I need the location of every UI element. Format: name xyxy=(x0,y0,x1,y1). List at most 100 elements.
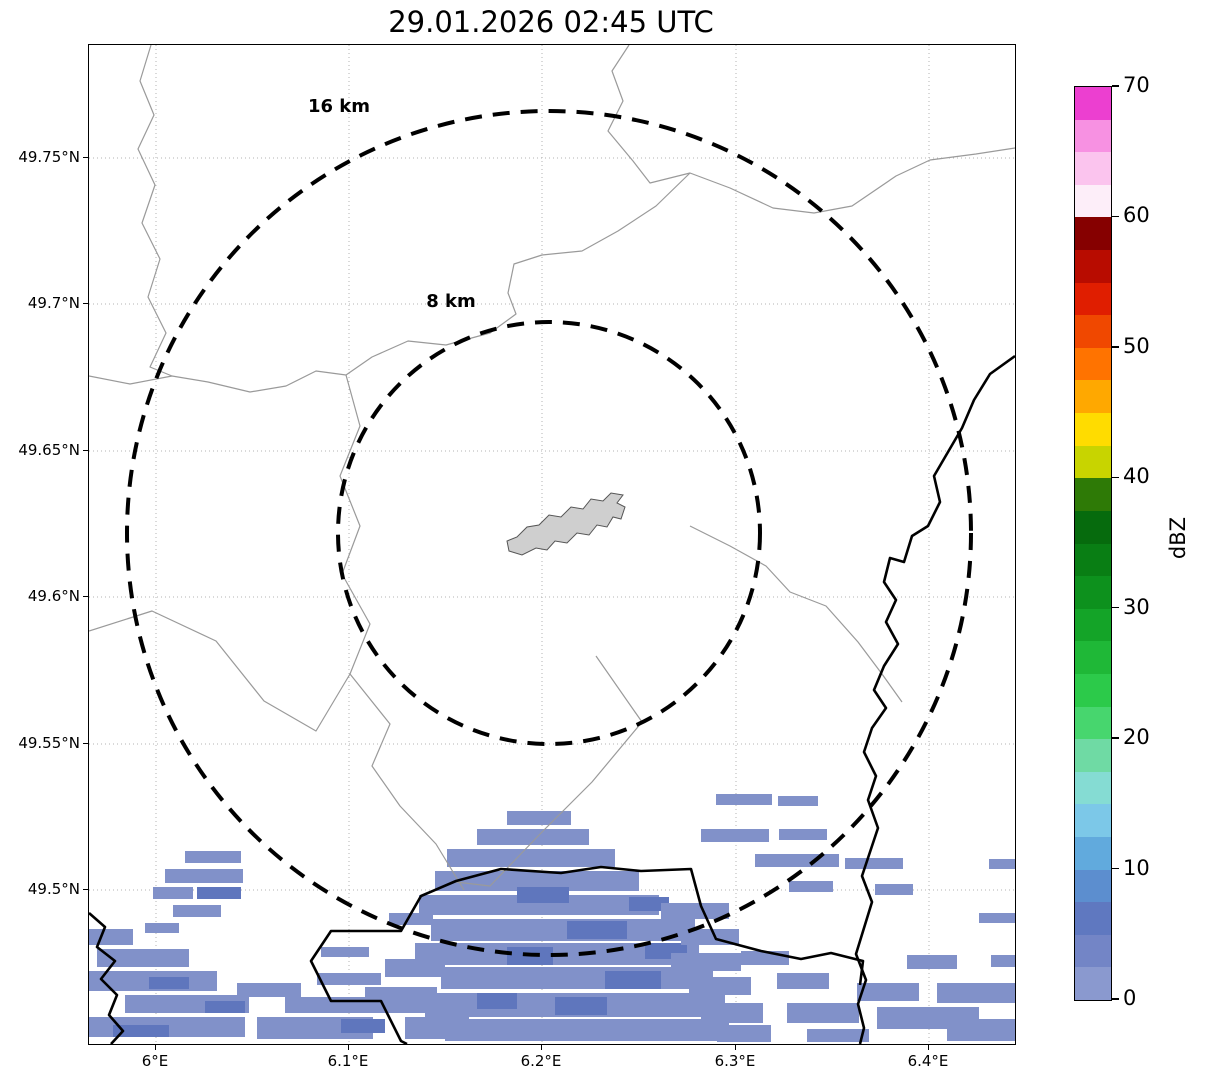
y-tick-mark xyxy=(83,889,88,890)
radar-echo-cell xyxy=(789,881,833,892)
radar-echo-cell xyxy=(197,887,241,899)
colorbar-segment xyxy=(1075,510,1111,544)
radar-echo-cell xyxy=(755,854,839,867)
colorbar-axis-label: dBZ xyxy=(1166,516,1190,560)
admin-boundary-line xyxy=(339,374,465,891)
radar-echo-cell xyxy=(341,1019,385,1033)
colorbar-tick-label: 50 xyxy=(1123,333,1150,358)
radar-echo-cell xyxy=(777,973,829,989)
radar-echo-cell xyxy=(937,983,1015,1003)
radar-echo-cell xyxy=(979,913,1015,923)
y-tick-mark xyxy=(83,157,88,158)
colorbar-segment xyxy=(1075,608,1111,642)
radar-echo-cell xyxy=(145,923,179,933)
y-tick-label: 49.55°N xyxy=(18,734,80,752)
admin-boundary-line xyxy=(137,45,173,377)
radar-echo-cell xyxy=(845,858,903,869)
colorbar-segment xyxy=(1075,902,1111,935)
radar-echo-cell xyxy=(113,1025,169,1037)
colorbar-segment xyxy=(1075,869,1111,903)
colorbar-tick-mark xyxy=(1111,215,1119,218)
radar-echo-cell xyxy=(807,1029,869,1042)
colorbar-segment xyxy=(1075,413,1111,446)
radar-echo-cell xyxy=(431,919,695,941)
y-tick-mark xyxy=(83,303,88,304)
y-tick-mark xyxy=(83,450,88,451)
radar-echo-cell xyxy=(787,1003,859,1023)
radar-echo-cell xyxy=(689,977,751,995)
radar-echo-cell xyxy=(947,1019,1015,1041)
radar-echo-cell xyxy=(555,997,607,1015)
y-tick-label: 49.75°N xyxy=(18,148,80,166)
radar-echo-cell xyxy=(605,971,661,989)
colorbar-tick-label: 60 xyxy=(1123,203,1150,228)
colorbar-tick-label: 40 xyxy=(1123,464,1150,489)
colorbar-tick-mark xyxy=(1111,476,1119,479)
country-border-line xyxy=(309,865,865,1044)
radar-echo-cell xyxy=(989,859,1015,869)
colorbar-segment xyxy=(1075,282,1111,316)
radar-echo-cell xyxy=(778,796,818,806)
radar-echo-cell xyxy=(991,955,1015,967)
radar-echo-cell xyxy=(185,851,241,863)
radar-echo-cell xyxy=(629,897,669,911)
radar-echo-cell xyxy=(173,905,221,917)
y-tick-label: 49.5°N xyxy=(27,880,80,898)
colorbar-segment xyxy=(1075,347,1111,381)
country-border-line xyxy=(854,354,1015,1044)
admin-boundary-line xyxy=(607,45,1015,214)
colorbar-segment xyxy=(1075,641,1111,674)
x-tick-label: 6.2°E xyxy=(520,1052,562,1070)
colorbar-tick-mark xyxy=(1111,346,1119,348)
colorbar-segment xyxy=(1075,152,1111,185)
y-tick-label: 49.7°N xyxy=(27,294,80,312)
radar-echo-cell xyxy=(97,949,189,967)
radar-echo-cell xyxy=(445,1019,729,1041)
colorbar-segment xyxy=(1075,445,1111,479)
x-tick-label: 6.1°E xyxy=(327,1052,369,1070)
radar-echo-cell xyxy=(517,887,569,903)
radar-echo-cell xyxy=(477,829,589,845)
range-ring-8km xyxy=(336,320,762,746)
radar-echo-cell xyxy=(875,884,913,895)
radar-echo-cell xyxy=(321,947,369,957)
colorbar-tick-mark xyxy=(1111,606,1119,609)
colorbar-segment xyxy=(1075,250,1111,283)
colorbar-segment xyxy=(1075,576,1111,609)
radar-echo-cell xyxy=(671,953,741,971)
airport-outline xyxy=(506,492,626,556)
colorbar-tick-mark xyxy=(1111,998,1119,1000)
radar-echo-cell xyxy=(779,829,827,840)
radar-echo-cell xyxy=(716,794,772,805)
range-ring-label-16km: 16 km xyxy=(308,96,370,117)
radar-echo-cell xyxy=(907,955,957,969)
y-tick-mark xyxy=(83,743,88,744)
colorbar-tick-mark xyxy=(1111,85,1119,87)
y-tick-label: 49.6°N xyxy=(27,587,80,605)
x-tick-mark xyxy=(348,1044,349,1050)
x-tick-label: 6.3°E xyxy=(714,1052,756,1070)
radar-echo-cell xyxy=(567,921,627,939)
radar-echo-cell xyxy=(149,977,189,989)
radar-echo-cell xyxy=(205,1001,245,1013)
colorbar-tick-label: 10 xyxy=(1123,855,1150,880)
country-border-line xyxy=(89,912,125,1044)
colorbar-segment xyxy=(1075,543,1111,577)
colorbar-segment xyxy=(1075,184,1111,218)
radar-echo-cell xyxy=(447,849,615,867)
x-tick-mark xyxy=(155,1044,156,1050)
radar-echo-cell xyxy=(89,929,133,945)
colorbar-tick-label: 70 xyxy=(1123,73,1150,97)
x-tick-label: 6.4°E xyxy=(907,1052,949,1070)
x-tick-mark xyxy=(541,1044,542,1050)
colorbar-segment xyxy=(1075,771,1111,805)
radar-echo-cell xyxy=(165,869,243,883)
colorbar-segment xyxy=(1075,804,1111,838)
colorbar-segment xyxy=(1075,380,1111,414)
radar-echo-cell xyxy=(717,1025,771,1042)
range-ring-label-8km: 8 km xyxy=(426,291,476,312)
radar-echo-cell xyxy=(477,993,517,1009)
radar-echo-cell xyxy=(389,913,433,925)
radar-echo-cell xyxy=(153,887,193,899)
